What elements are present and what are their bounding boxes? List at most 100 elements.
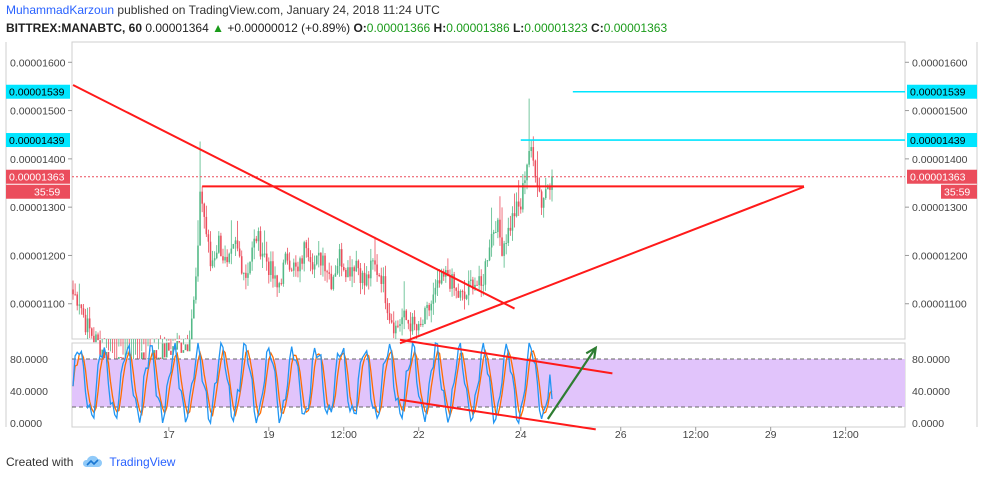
candle-body bbox=[522, 183, 524, 210]
stoch-tick-right: 80.0000 bbox=[912, 354, 950, 366]
candle-body bbox=[447, 270, 449, 277]
candle-body bbox=[253, 238, 256, 248]
candle-body bbox=[395, 325, 397, 334]
price-tick-left: 0.00001500 bbox=[10, 106, 66, 118]
price-pane-frame bbox=[71, 41, 906, 340]
candle-body bbox=[349, 267, 351, 277]
candle-body bbox=[355, 260, 358, 272]
candle-body bbox=[215, 252, 218, 259]
candle-body bbox=[265, 253, 268, 262]
candle-body bbox=[388, 313, 391, 321]
price-tick-right: 0.00001100 bbox=[912, 299, 967, 311]
tradingview-link[interactable]: TradingView bbox=[109, 455, 176, 469]
candle-body bbox=[434, 287, 437, 295]
price-tick-left: 0.00001600 bbox=[10, 57, 66, 69]
time-tick-label: 26 bbox=[615, 429, 627, 441]
candle-body bbox=[324, 255, 326, 272]
candle-body bbox=[311, 262, 314, 270]
candle-body bbox=[93, 335, 95, 343]
stoch-tick-right: 0.0000 bbox=[912, 418, 944, 430]
candle-body bbox=[155, 350, 158, 359]
candles bbox=[72, 98, 553, 378]
candle-body bbox=[547, 186, 549, 190]
candle-body bbox=[426, 305, 428, 309]
candle-body bbox=[328, 272, 330, 274]
candle-body bbox=[315, 255, 318, 265]
trendline bbox=[72, 84, 515, 310]
candle-body bbox=[490, 233, 493, 248]
candle-body bbox=[415, 324, 418, 331]
candle-body bbox=[211, 260, 214, 267]
candle-body bbox=[268, 261, 270, 276]
candle-body bbox=[417, 323, 420, 331]
candle-body bbox=[238, 248, 241, 257]
candle-body bbox=[305, 242, 308, 249]
candle-body bbox=[474, 284, 476, 290]
candle-body bbox=[449, 276, 451, 289]
stoch-trendline bbox=[399, 398, 596, 431]
candle-body bbox=[301, 258, 303, 264]
candle-body bbox=[551, 176, 553, 190]
candle-body bbox=[290, 269, 293, 271]
candle-body bbox=[422, 323, 424, 325]
candle-body bbox=[370, 260, 372, 279]
candle-body bbox=[392, 322, 395, 334]
candle-body bbox=[218, 235, 220, 253]
candle-body bbox=[513, 213, 516, 217]
candle-body bbox=[209, 241, 212, 267]
candle-body bbox=[334, 273, 337, 277]
candle-body bbox=[390, 320, 393, 323]
candle-body bbox=[201, 191, 203, 204]
candle-body bbox=[249, 261, 251, 274]
candle-body bbox=[90, 328, 93, 336]
last-price-label-left: 0.00001363 bbox=[9, 172, 65, 184]
candle-body bbox=[245, 272, 247, 278]
candle-body bbox=[424, 308, 426, 324]
time-tick-label: 29 bbox=[765, 429, 777, 441]
candle-body bbox=[193, 299, 195, 319]
candle-body bbox=[78, 304, 81, 306]
candle-body bbox=[182, 350, 185, 353]
candle-body bbox=[165, 342, 168, 358]
candle-body bbox=[330, 273, 333, 290]
candle-body bbox=[501, 237, 503, 256]
candle-body bbox=[538, 187, 541, 192]
candle-body bbox=[411, 316, 414, 332]
time-tick-label: 24 bbox=[515, 429, 527, 441]
candle-body bbox=[482, 284, 485, 286]
candle-body bbox=[224, 256, 226, 261]
candle-body bbox=[270, 261, 272, 276]
candle-body bbox=[307, 248, 310, 258]
level-label-right: 0.00001439 bbox=[910, 135, 966, 147]
publish-info: published on TradingView.com, January 24… bbox=[117, 3, 440, 17]
candle-body bbox=[470, 279, 472, 281]
candle-body bbox=[472, 279, 474, 290]
candle-body bbox=[363, 272, 366, 286]
level-label-left: 0.00001439 bbox=[9, 135, 65, 147]
symbol-line: BITTREX:MANABTC, 60 0.00001364 ▲ +0.0000… bbox=[6, 21, 667, 35]
candle-body bbox=[451, 274, 453, 289]
candle-body bbox=[397, 325, 399, 327]
candle-body bbox=[528, 151, 530, 165]
candle-body bbox=[542, 198, 545, 208]
candle-body bbox=[97, 334, 99, 341]
candle-body bbox=[463, 291, 466, 299]
author-name[interactable]: MuhammadKarzoun bbox=[6, 3, 115, 17]
candle-body bbox=[195, 276, 197, 300]
candle-body bbox=[532, 147, 535, 161]
price-tick-right: 0.00001200 bbox=[912, 250, 968, 262]
candle-body bbox=[430, 303, 433, 311]
candle-body bbox=[476, 284, 478, 286]
candle-body bbox=[372, 260, 374, 262]
change-arrow-icon: ▲ bbox=[212, 21, 224, 35]
stoch-tick-left: 80.0000 bbox=[10, 354, 48, 366]
candle-body bbox=[407, 320, 410, 324]
candle-body bbox=[95, 334, 97, 343]
candle-body bbox=[351, 267, 353, 277]
candle-body bbox=[322, 255, 324, 266]
candle-body bbox=[367, 274, 370, 279]
candle-body bbox=[413, 316, 416, 325]
level-tag-right bbox=[907, 84, 977, 99]
candle-body bbox=[455, 288, 458, 291]
